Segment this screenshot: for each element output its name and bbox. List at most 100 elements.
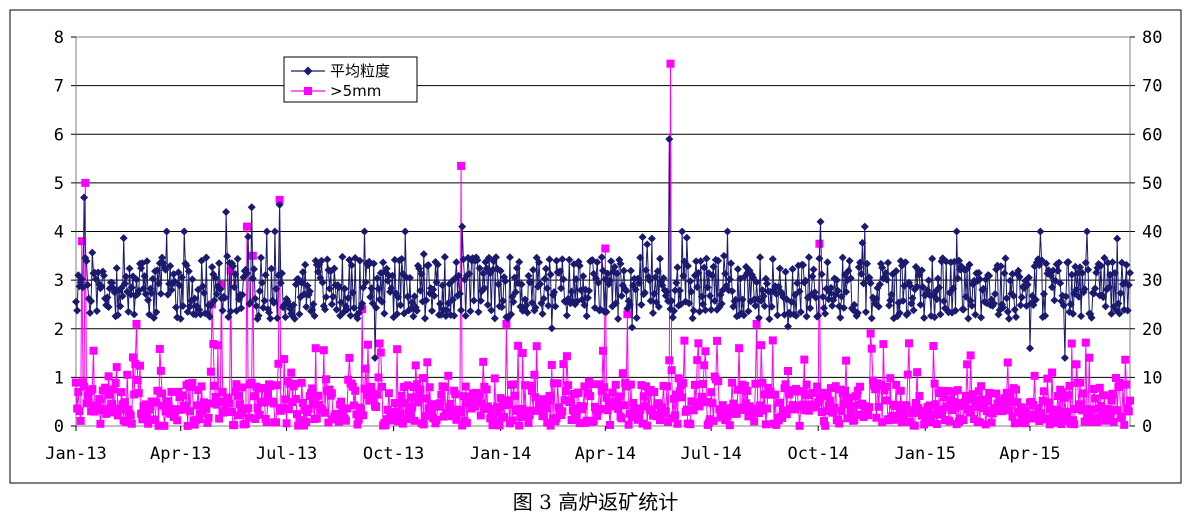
data-point-avg-size: [258, 278, 267, 287]
data-point-avg-size: [1114, 299, 1123, 308]
data-point-avg-size: [77, 275, 86, 284]
data-point-gt5mm: [1029, 401, 1038, 409]
data-point-gt5mm: [665, 356, 674, 365]
data-point-gt5mm: [369, 395, 378, 404]
data-point-gt5mm: [606, 421, 614, 429]
data-point-gt5mm: [905, 339, 913, 348]
data-point-avg-size: [1006, 276, 1015, 285]
left-tick-label: 5: [54, 174, 64, 194]
data-point-gt5mm: [680, 336, 689, 345]
data-point-avg-size: [156, 289, 165, 298]
data-point-avg-size: [552, 256, 561, 265]
data-point-gt5mm: [575, 419, 584, 428]
data-point-avg-size: [602, 307, 611, 316]
data-point-gt5mm: [509, 380, 518, 389]
data-point-gt5mm: [80, 382, 89, 391]
left-axis: 0 1 2 3 4 5 6 7 8: [54, 28, 76, 437]
data-point-avg-size: [559, 275, 568, 284]
data-point-gt5mm: [566, 397, 575, 406]
data-point-avg-size: [373, 274, 382, 283]
data-point-avg-size: [1101, 302, 1110, 311]
data-point-gt5mm: [515, 421, 524, 430]
data-point-avg-size: [751, 301, 760, 310]
data-point-gt5mm: [1096, 402, 1105, 410]
data-point-gt5mm: [414, 398, 422, 407]
data-point-gt5mm: [403, 381, 412, 390]
data-point-avg-size: [298, 268, 307, 277]
data-point-gt5mm: [444, 371, 453, 380]
data-point-gt5mm: [979, 395, 988, 404]
data-point-avg-size: [1000, 269, 1009, 278]
data-point-gt5mm: [245, 413, 254, 422]
data-point-avg-size: [597, 253, 606, 262]
data-point-avg-size: [760, 302, 769, 311]
data-point-avg-size: [625, 300, 634, 309]
data-point-avg-size: [696, 257, 705, 266]
data-point-gt5mm: [959, 416, 968, 425]
x-tick-label: Jul-13: [256, 444, 317, 464]
data-point-avg-size: [512, 264, 521, 273]
data-point-gt5mm: [354, 415, 363, 424]
data-point-avg-size: [867, 314, 876, 323]
data-point-gt5mm: [482, 385, 491, 394]
data-point-avg-size: [756, 253, 765, 262]
data-point-gt5mm: [999, 398, 1008, 407]
data-point-gt5mm: [79, 378, 87, 387]
data-point-gt5mm: [686, 420, 695, 429]
x-axis: Jan-13 Apr-13 Jul-13 Oct-13 Jan-14 Apr-14 Jul-…: [45, 426, 1061, 464]
left-tick-label: 2: [54, 320, 64, 340]
data-point-avg-size: [1096, 261, 1105, 270]
data-point-avg-size: [194, 285, 203, 294]
data-point-avg-size: [1060, 353, 1069, 362]
data-point-avg-size: [773, 311, 782, 320]
data-point-gt5mm: [629, 398, 638, 407]
data-point-avg-size: [768, 255, 777, 264]
data-point-gt5mm: [523, 406, 532, 415]
data-point-avg-size: [881, 269, 890, 277]
data-point-avg-size: [580, 301, 589, 309]
data-point-avg-size: [305, 287, 314, 296]
data-point-gt5mm: [375, 339, 384, 348]
data-point-avg-size: [252, 302, 261, 310]
data-point-gt5mm: [538, 412, 547, 421]
data-point-avg-size: [163, 290, 172, 299]
data-point-gt5mm: [877, 380, 885, 389]
data-point-gt5mm: [786, 386, 795, 395]
data-point-gt5mm: [841, 386, 849, 395]
data-point-avg-size: [642, 266, 650, 275]
data-point-avg-size: [882, 275, 891, 284]
data-point-gt5mm: [116, 405, 125, 414]
data-point-gt5mm: [896, 386, 905, 395]
data-point-gt5mm: [216, 397, 225, 406]
data-point-gt5mm: [1072, 360, 1081, 369]
data-point-gt5mm: [351, 386, 360, 395]
data-point-avg-size: [490, 314, 499, 323]
data-point-gt5mm: [674, 374, 683, 383]
data-point-avg-size: [119, 234, 128, 243]
data-point-gt5mm: [752, 319, 761, 328]
data-point-avg-size: [419, 250, 428, 259]
data-point-avg-size: [671, 286, 680, 295]
data-point-gt5mm: [1078, 406, 1087, 415]
data-point-gt5mm: [247, 378, 256, 387]
data-point-gt5mm: [1106, 413, 1115, 422]
data-point-gt5mm: [495, 421, 504, 430]
data-point-gt5mm: [280, 355, 289, 364]
data-point-gt5mm: [635, 411, 644, 420]
data-point-avg-size: [793, 279, 802, 288]
data-point-gt5mm: [209, 340, 218, 348]
data-point-gt5mm: [723, 411, 732, 420]
data-point-avg-size: [314, 267, 322, 276]
data-point-gt5mm: [778, 414, 787, 422]
data-point-gt5mm: [693, 356, 702, 365]
data-point-avg-size: [180, 227, 189, 236]
data-point-gt5mm: [181, 401, 190, 410]
data-point-avg-size: [619, 266, 628, 275]
data-point-avg-size: [507, 310, 516, 319]
data-point-avg-size: [277, 269, 286, 278]
data-point-gt5mm: [77, 237, 86, 246]
data-point-gt5mm: [443, 408, 452, 417]
data-point-gt5mm: [518, 349, 527, 357]
data-point-avg-size: [99, 271, 108, 280]
data-point-gt5mm: [900, 412, 909, 421]
